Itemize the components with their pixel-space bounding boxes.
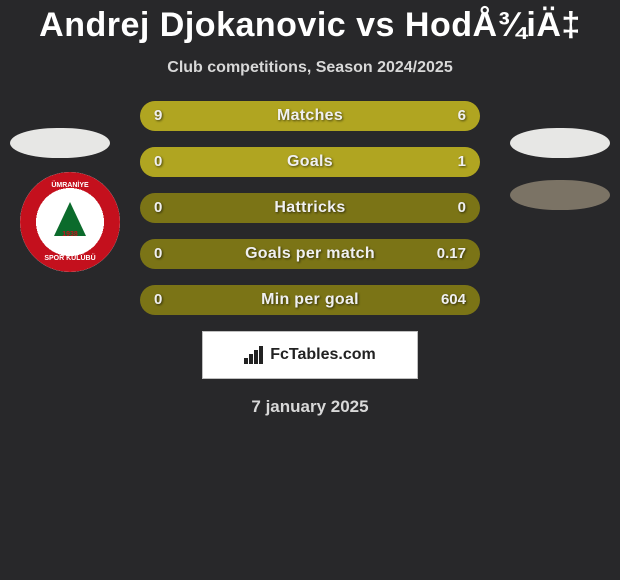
page-subtitle: Club competitions, Season 2024/2025 (0, 59, 620, 77)
badge-text-bottom: SPOR KULÜBÜ (44, 255, 95, 262)
stat-bar: 0604Min per goal (140, 285, 480, 315)
bar-label: Goals (140, 147, 480, 177)
page-date: 7 january 2025 (0, 397, 620, 417)
footer-brand-text: FcTables.com (270, 346, 376, 364)
player-left-club-badge: ÜMRANİYE 1938 SPOR KULÜBÜ (20, 172, 120, 272)
stat-bar: 00.17Goals per match (140, 239, 480, 269)
player-left-avatar (10, 128, 110, 158)
page-root: Andrej Djokanovic vs HodÅ¾iÄ‡ Club compe… (0, 0, 620, 417)
stat-bars-container: 96Matches 01Goals 00Hattricks 00.17Goals pe… (140, 101, 480, 315)
stat-bar: 01Goals (140, 147, 480, 177)
footer-brand-box: FcTables.com (202, 331, 418, 379)
bar-label: Matches (140, 101, 480, 131)
player-right-avatar (510, 128, 610, 158)
page-title: Andrej Djokanovic vs HodÅ¾iÄ‡ (0, 0, 620, 45)
bar-label: Min per goal (140, 285, 480, 315)
stat-bar: 96Matches (140, 101, 480, 131)
badge-text-top: ÜMRANİYE (51, 182, 88, 189)
stat-bar: 00Hattricks (140, 193, 480, 223)
player-right-club-badge (510, 180, 610, 210)
badge-year: 1938 (62, 231, 78, 238)
bar-label: Goals per match (140, 239, 480, 269)
fctables-icon (244, 346, 266, 364)
bar-label: Hattricks (140, 193, 480, 223)
